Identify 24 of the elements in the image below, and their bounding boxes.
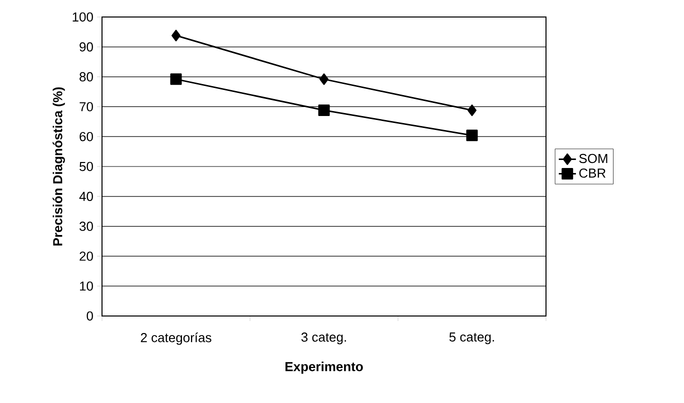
y-tick-label: 10	[80, 281, 93, 291]
y-tick-label: 90	[80, 42, 93, 52]
point	[468, 104, 477, 116]
x-tick-label: 2 categorías	[140, 332, 212, 345]
y-tick-label: 100	[72, 12, 93, 22]
y-axis-title: Precisión Diagnóstica (%)	[52, 87, 65, 246]
x-tick-label: 3 categ.	[301, 332, 346, 344]
y-tick-label: 50	[80, 162, 93, 172]
y-tick-label: 70	[80, 102, 93, 112]
x-tick-label: 5 categ.	[449, 332, 494, 344]
point	[318, 104, 330, 116]
point	[170, 73, 182, 85]
point	[466, 130, 478, 142]
legend-label: CBR	[579, 168, 606, 178]
legend-label: SOM	[579, 154, 608, 164]
point	[172, 30, 181, 42]
y-tick-label: 40	[79, 192, 93, 201]
y-tick-label: 80	[80, 72, 93, 82]
y-tick-label: 20	[80, 252, 93, 261]
y-tick-label: 0	[86, 311, 93, 321]
x-axis-title: Experimento	[286, 362, 363, 374]
point	[320, 73, 329, 85]
y-tick-label: 60	[80, 132, 93, 142]
y-tick-label: 30	[80, 222, 93, 231]
